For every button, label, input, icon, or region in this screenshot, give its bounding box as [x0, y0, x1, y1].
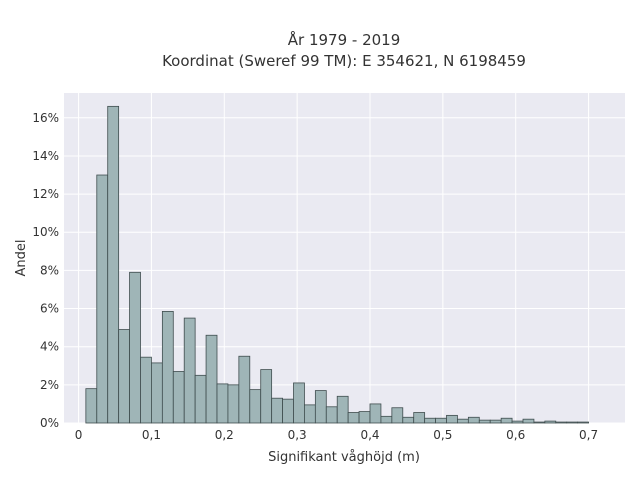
histogram-bar — [347, 412, 360, 424]
histogram-bar — [314, 390, 327, 424]
histogram-bar — [304, 404, 316, 424]
histogram-bar — [194, 374, 207, 424]
histogram-bar — [500, 417, 513, 424]
histogram-bar — [238, 355, 251, 424]
histogram-bar — [129, 271, 141, 424]
y-tick-label: 4% — [40, 340, 59, 354]
x-tick-label: 0,2 — [215, 428, 234, 442]
histogram-bar — [435, 417, 447, 424]
histogram-bar — [96, 174, 109, 424]
y-axis-label: Andel — [14, 240, 29, 277]
y-tick-label: 10% — [32, 225, 59, 239]
histogram-bar — [457, 418, 469, 424]
histogram-bar — [260, 369, 273, 424]
histogram-bar — [489, 419, 502, 424]
histogram-bar — [205, 334, 218, 424]
histogram-bar — [566, 421, 579, 424]
histogram-bar — [282, 398, 294, 424]
histogram-bar — [391, 407, 404, 424]
histogram-bar — [325, 406, 338, 424]
x-tick-label: 0,6 — [506, 428, 525, 442]
histogram-bar — [172, 371, 185, 424]
histogram-bar — [446, 414, 458, 424]
y-tick-label: 2% — [40, 378, 59, 392]
chart-title: År 1979 - 2019 — [288, 30, 401, 49]
x-tick-label: 0,4 — [360, 428, 379, 442]
histogram-bar — [424, 417, 436, 424]
histogram-bar — [227, 384, 240, 424]
histogram-bars — [85, 105, 589, 424]
histogram-bar — [369, 403, 382, 424]
histogram-bar — [533, 421, 546, 424]
y-tick-label: 16% — [32, 111, 59, 125]
x-tick-label: 0,3 — [288, 428, 307, 442]
histogram-bar — [151, 362, 163, 424]
histogram-bar — [577, 421, 589, 424]
x-tick-label: 0,7 — [579, 428, 598, 442]
histogram-bar — [467, 416, 480, 424]
x-tick-label: 0 — [75, 428, 83, 442]
histogram-bar — [478, 419, 491, 424]
histogram-bar — [555, 421, 568, 424]
histogram-bar — [380, 415, 393, 424]
y-tick-label: 6% — [40, 302, 59, 316]
histogram-bar — [107, 105, 120, 424]
histogram-bar — [511, 420, 524, 424]
y-tick-label: 8% — [40, 263, 59, 277]
x-tick-label: 0,5 — [433, 428, 452, 442]
histogram-bar — [118, 329, 130, 424]
x-axis-label: Signifikant våghöjd (m) — [268, 450, 420, 465]
x-tick-label: 0,1 — [142, 428, 161, 442]
chart-subtitle: Koordinat (Sweref 99 TM): E 354621, N 61… — [162, 52, 526, 70]
histogram-bar — [161, 311, 174, 424]
histogram-bar — [216, 383, 229, 424]
histogram-bar — [522, 418, 535, 424]
histogram-bar — [183, 317, 196, 424]
histogram-bar — [271, 397, 283, 424]
histogram-bar — [358, 411, 371, 424]
histogram-bar — [402, 416, 415, 424]
histogram-bar — [85, 388, 98, 424]
y-tick-label: 14% — [32, 149, 59, 163]
y-axis-ticks: 0% 2% 4% 6% 8% 10% 12% 14% 16% — [32, 111, 59, 430]
histogram-bar — [293, 382, 305, 424]
histogram-bar — [544, 420, 557, 424]
y-tick-label: 0% — [40, 416, 59, 430]
histogram-bar — [336, 395, 349, 424]
x-axis-ticks: 0 0,1 0,2 0,3 0,4 0,5 0,6 0,7 — [75, 428, 598, 442]
histogram-bar — [413, 412, 426, 424]
y-tick-label: 12% — [32, 187, 59, 201]
histogram-bar — [140, 356, 152, 424]
histogram-bar — [249, 389, 262, 424]
